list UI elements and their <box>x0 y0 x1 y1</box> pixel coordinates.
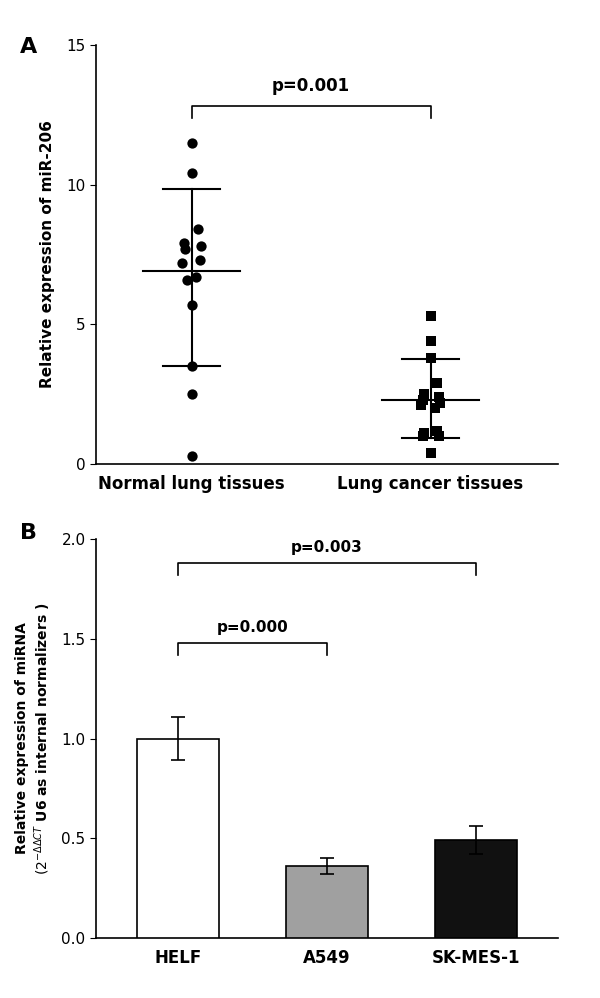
Point <box>187 386 196 402</box>
Point <box>426 333 436 349</box>
Point <box>419 425 429 441</box>
Point <box>418 428 427 444</box>
Point <box>187 296 196 312</box>
Y-axis label: Relative expression of miR-206: Relative expression of miR-206 <box>40 121 55 388</box>
Text: p=0.003: p=0.003 <box>291 540 363 555</box>
Point <box>187 358 196 374</box>
Text: B: B <box>20 523 37 543</box>
Point <box>187 135 196 151</box>
Point <box>436 394 445 410</box>
Bar <box>137 739 219 938</box>
Text: A: A <box>20 37 37 57</box>
Point <box>426 350 436 366</box>
Point <box>426 445 436 461</box>
Point <box>196 239 206 254</box>
Y-axis label: Relative expression of miRNA
$(2^{-\Delta\Delta CT}$ U6 as internal normalizers : Relative expression of miRNA $(2^{-\Delt… <box>16 603 53 874</box>
Text: p=0.001: p=0.001 <box>272 77 350 95</box>
Point <box>191 268 201 284</box>
Point <box>195 252 205 268</box>
Point <box>432 375 442 391</box>
Point <box>182 271 191 287</box>
Point <box>179 236 188 251</box>
Point <box>177 254 187 270</box>
Point <box>418 392 427 408</box>
Point <box>181 241 190 256</box>
Point <box>426 308 436 324</box>
Bar <box>286 866 368 938</box>
Point <box>434 428 443 444</box>
Point <box>187 448 196 464</box>
Bar <box>435 840 517 938</box>
Point <box>434 389 443 405</box>
Point <box>193 222 203 238</box>
Point <box>419 386 429 402</box>
Point <box>431 400 440 416</box>
Point <box>416 397 426 413</box>
Text: p=0.000: p=0.000 <box>217 620 289 635</box>
Point <box>187 166 196 182</box>
Point <box>432 422 442 438</box>
